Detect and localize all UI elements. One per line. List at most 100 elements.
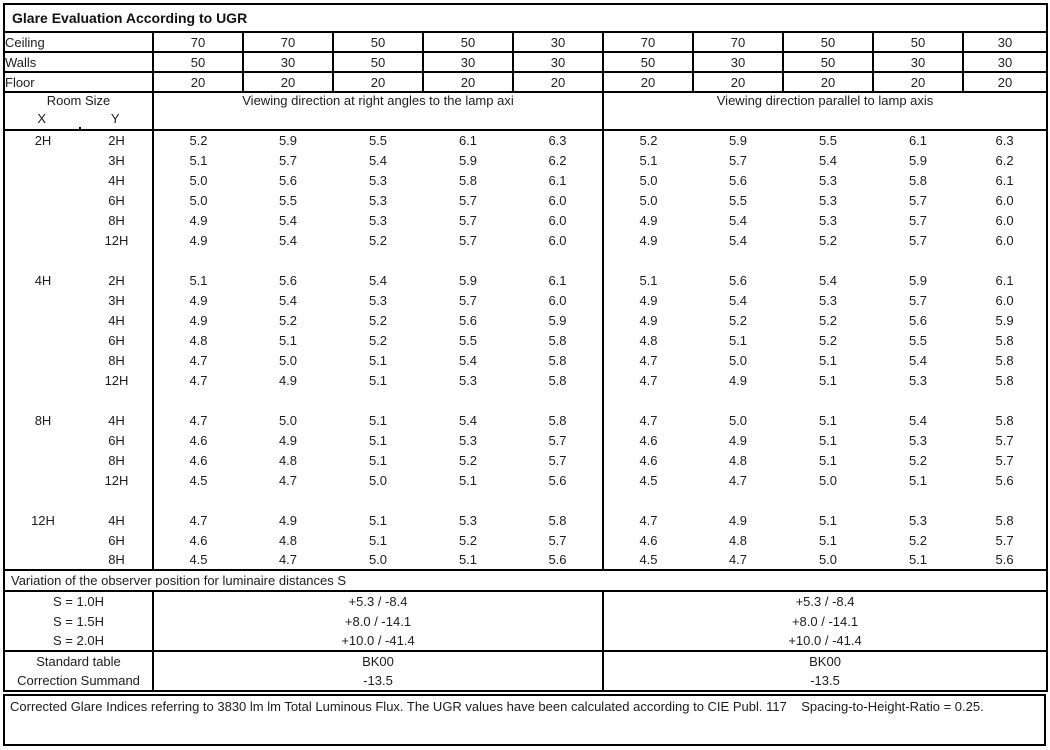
ugr-value: 5.6 (728, 272, 748, 288)
ugr-value: 5.8 (548, 512, 567, 528)
standard-table-row: Standard table BK00 BK00 (4, 650, 1048, 671)
ugr-value: 5.1 (458, 552, 478, 567)
ugr-value: 4.5 (602, 550, 693, 570)
ugr-row: 4H 2H 5.1 5.6 5.4 5.9 6.1 5.1 5.6 5.4 5.9 6.1 (4, 270, 1047, 290)
ugr-value: 5.7 (908, 212, 928, 228)
y-col-label: Y (110, 111, 120, 126)
s-correction-parallel: +8.0 / -14.1 (601, 611, 1048, 631)
ugr-value: 5.1 (818, 452, 838, 468)
ugr-value: 5.4 (908, 352, 928, 368)
ugr-value: 4.9 (278, 372, 298, 388)
ugr-value: 5.1 (728, 332, 748, 348)
room-y-value: 8H (108, 352, 125, 368)
ugr-value: 5.7 (908, 192, 928, 208)
room-x-value (4, 470, 81, 490)
surface-value: 20 (422, 71, 514, 93)
ugr-value: 6.1 (458, 133, 478, 148)
ugr-row: 12H 4.7 4.9 5.1 5.3 5.8 4.7 4.9 5.1 5.3 5.8 (4, 370, 1047, 390)
ugr-value: 5.3 (818, 172, 838, 188)
room-x-value (4, 230, 81, 250)
ugr-value: 5.3 (368, 212, 388, 228)
ugr-value: 5.1 (602, 270, 693, 290)
s-distance-label: S = 1.0H (4, 591, 153, 611)
ugr-value: 5.0 (818, 472, 838, 488)
surface-value: 70 (692, 31, 784, 53)
ugr-value: 5.3 (368, 172, 388, 188)
standard-table-label: Standard table (4, 650, 153, 671)
ugr-value: 5.1 (368, 432, 388, 448)
gap-row (4, 390, 1048, 410)
gap-cell (601, 490, 1048, 510)
room-x-value: 8H (4, 410, 81, 430)
ugr-value: 4.7 (602, 410, 693, 430)
ugr-value: 5.1 (818, 352, 838, 368)
ugr-value: 5.9 (908, 152, 928, 168)
surface-value: 20 (242, 71, 334, 93)
surface-value: 50 (602, 51, 694, 73)
ugr-value: 5.8 (995, 512, 1014, 528)
ugr-row: 4H 5.0 5.6 5.3 5.8 6.1 5.0 5.6 5.3 5.8 6.1 (4, 170, 1047, 190)
surface-value: 30 (512, 31, 604, 53)
ugr-value: 5.6 (278, 172, 298, 188)
surface-row: Floor 20 20 20 20 20 20 20 20 20 20 (3, 71, 1049, 93)
gap-cell (152, 390, 603, 410)
ugr-value: 4.7 (152, 350, 243, 370)
room-x-value: 12H (4, 510, 81, 530)
ugr-value: 5.7 (908, 232, 928, 248)
ugr-value: 4.7 (152, 410, 243, 430)
ugr-row: 4H 4.9 5.2 5.2 5.6 5.9 4.9 5.2 5.2 5.6 5.9 (4, 310, 1047, 330)
ugr-value: 6.1 (995, 272, 1014, 288)
room-y-value: 6H (108, 332, 125, 348)
ugr-value: 5.7 (728, 152, 748, 168)
correction-summand-value-parallel: -13.5 (601, 671, 1048, 691)
ugr-value: 5.0 (602, 170, 693, 190)
ugr-row: 3H 5.1 5.7 5.4 5.9 6.2 5.1 5.7 5.4 5.9 6.2 (4, 150, 1047, 170)
room-x-value (4, 530, 81, 550)
ugr-value: 5.4 (278, 232, 298, 248)
ugr-value: 5.1 (602, 150, 693, 170)
surface-value: 50 (332, 51, 424, 73)
surface-value: 20 (782, 71, 874, 93)
ugr-value: 5.1 (458, 472, 478, 488)
gap-cell (152, 490, 603, 510)
room-y-value: 8H (108, 452, 125, 468)
ugr-value: 6.3 (548, 133, 567, 148)
ugr-value: 5.7 (995, 452, 1014, 468)
ugr-value: 6.1 (995, 172, 1014, 188)
gap-cell (4, 390, 153, 410)
surface-value: 70 (602, 31, 694, 53)
ugr-value: 5.6 (995, 472, 1014, 488)
ugr-value: 4.7 (278, 552, 298, 567)
surface-value: 30 (872, 51, 964, 73)
ugr-value: 5.7 (908, 292, 928, 308)
ugr-value: 4.8 (728, 532, 748, 548)
ugr-value: 5.4 (368, 272, 388, 288)
ugr-value: 5.3 (908, 512, 928, 528)
room-x-value (4, 550, 81, 570)
ugr-value: 5.5 (728, 192, 748, 208)
ugr-value: 5.8 (548, 372, 567, 388)
ugr-value: 5.6 (995, 552, 1014, 567)
ugr-value: 4.9 (152, 310, 243, 330)
room-y-value: 8H (108, 212, 125, 228)
room-x-value (4, 450, 81, 470)
ugr-value: 4.9 (278, 432, 298, 448)
room-x-value (4, 190, 81, 210)
room-x-value (4, 430, 81, 450)
surface-value: 20 (152, 71, 244, 93)
room-y-value: 6H (108, 432, 125, 448)
ugr-value: 5.3 (818, 192, 838, 208)
ugr-value: 5.4 (818, 152, 838, 168)
ugr-value: 6.1 (548, 272, 567, 288)
ugr-value: 4.9 (728, 512, 748, 528)
room-size-header: Room Size X Y (4, 92, 153, 131)
ugr-value: 5.8 (548, 412, 567, 428)
gap-cell (601, 390, 1048, 410)
ugr-value: 5.3 (368, 192, 388, 208)
ugr-value: 5.0 (278, 412, 298, 428)
ugr-value: 4.8 (278, 452, 298, 468)
surface-value: 20 (602, 71, 694, 93)
room-y-value: 4H (108, 512, 125, 528)
ugr-value: 6.3 (995, 133, 1014, 148)
ugr-value: 5.2 (818, 312, 838, 328)
